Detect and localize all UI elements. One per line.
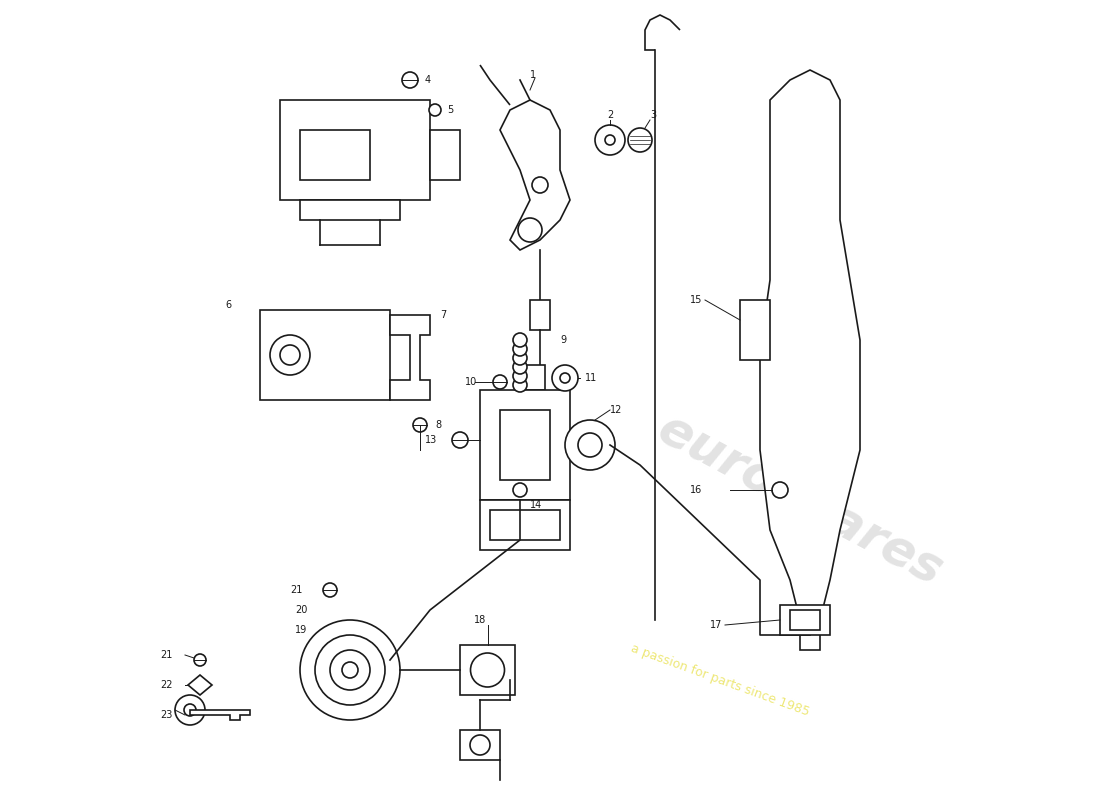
Circle shape — [513, 369, 527, 383]
Circle shape — [342, 662, 358, 678]
Bar — [790, 610, 820, 630]
Bar — [300, 200, 400, 220]
Polygon shape — [190, 710, 250, 720]
Bar — [780, 605, 830, 635]
Text: 7: 7 — [440, 310, 447, 320]
Bar — [300, 130, 370, 180]
Text: eurospares: eurospares — [649, 405, 950, 595]
Bar — [530, 300, 550, 330]
Bar — [260, 310, 390, 400]
Polygon shape — [500, 100, 570, 250]
Bar — [430, 130, 460, 180]
Circle shape — [532, 177, 548, 193]
Text: 9: 9 — [560, 335, 566, 345]
Text: 8: 8 — [434, 420, 441, 430]
Circle shape — [513, 351, 527, 365]
Text: 23: 23 — [160, 710, 173, 720]
Circle shape — [552, 365, 578, 391]
Circle shape — [270, 335, 310, 375]
Bar — [500, 410, 550, 480]
Text: 18: 18 — [474, 615, 486, 625]
Circle shape — [595, 125, 625, 155]
Text: 12: 12 — [610, 405, 623, 415]
Circle shape — [175, 695, 205, 725]
Circle shape — [402, 72, 418, 88]
Circle shape — [772, 482, 788, 498]
Circle shape — [194, 654, 206, 666]
Bar — [280, 100, 430, 200]
Polygon shape — [740, 300, 770, 360]
Circle shape — [323, 583, 337, 597]
Circle shape — [565, 420, 615, 470]
Circle shape — [429, 104, 441, 116]
Circle shape — [513, 342, 527, 356]
Text: 1: 1 — [530, 70, 536, 80]
Bar — [515, 365, 544, 390]
Text: 5: 5 — [447, 105, 453, 115]
Text: 19: 19 — [295, 625, 307, 635]
Circle shape — [412, 418, 427, 432]
Circle shape — [628, 128, 652, 152]
Circle shape — [518, 218, 542, 242]
Polygon shape — [390, 315, 430, 400]
Circle shape — [513, 483, 527, 497]
Circle shape — [452, 432, 468, 448]
Circle shape — [513, 378, 527, 392]
Bar — [460, 730, 500, 760]
Text: 4: 4 — [425, 75, 431, 85]
Circle shape — [184, 704, 196, 716]
Circle shape — [513, 333, 527, 347]
Text: 22: 22 — [160, 680, 173, 690]
Text: 21: 21 — [290, 585, 303, 595]
Polygon shape — [760, 70, 860, 650]
Circle shape — [300, 620, 400, 720]
Circle shape — [493, 375, 507, 389]
Text: 21: 21 — [160, 650, 173, 660]
Text: 2: 2 — [607, 110, 613, 120]
Circle shape — [470, 735, 490, 755]
Text: a passion for parts since 1985: a passion for parts since 1985 — [629, 642, 811, 718]
Bar — [460, 645, 515, 695]
Circle shape — [315, 635, 385, 705]
Circle shape — [280, 345, 300, 365]
Bar — [490, 510, 560, 540]
Circle shape — [330, 650, 370, 690]
Circle shape — [560, 373, 570, 383]
Polygon shape — [188, 675, 212, 695]
Text: 10: 10 — [465, 377, 477, 387]
Text: 16: 16 — [690, 485, 702, 495]
Circle shape — [471, 653, 505, 687]
Bar — [480, 500, 570, 550]
Bar — [480, 390, 570, 500]
Text: 20: 20 — [295, 605, 307, 615]
Text: 3: 3 — [650, 110, 656, 120]
Text: 15: 15 — [690, 295, 703, 305]
Circle shape — [578, 433, 602, 457]
Text: 11: 11 — [585, 373, 597, 383]
Text: 17: 17 — [710, 620, 723, 630]
Circle shape — [605, 135, 615, 145]
Text: 6: 6 — [226, 300, 231, 310]
Circle shape — [513, 360, 527, 374]
Text: 13: 13 — [425, 435, 438, 445]
Text: 14: 14 — [530, 500, 542, 510]
